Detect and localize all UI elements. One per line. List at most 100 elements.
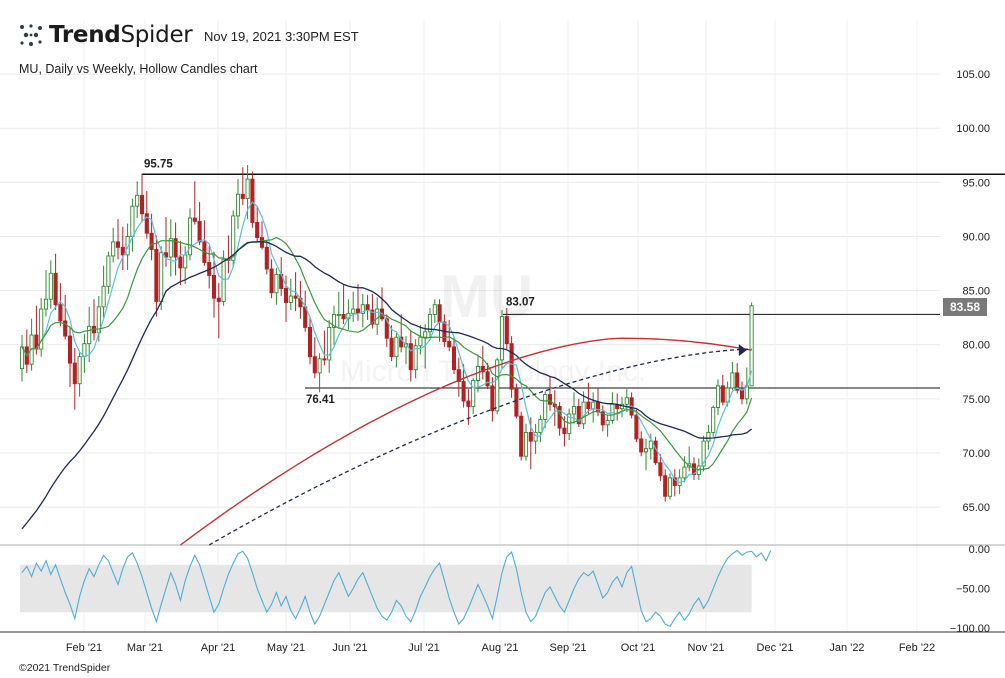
level-label: 83.07 [506,296,535,308]
candle-body [192,217,197,222]
candle-body [274,273,279,294]
oscillator-line [21,549,772,628]
level-label: 95.75 [144,158,173,170]
candle-body [317,358,322,374]
candle-body [77,356,82,385]
candle-body [591,401,596,410]
candle-body [375,308,380,325]
candle-body [43,298,49,310]
candle-body [557,405,562,429]
candle-body [283,288,289,303]
x-tick-label: Nov '21 [688,642,725,654]
y-tick-label: 70.00 [962,448,990,460]
candle-body [701,440,706,467]
candle-body [135,194,140,207]
watermark-symbol: MU [440,263,534,330]
candle-body [547,394,553,405]
candle-body [653,440,658,464]
candle-body [562,427,567,434]
candle-body [533,431,538,442]
candle-body [144,213,149,234]
candle-body [67,335,73,364]
candle-body [682,466,687,479]
candle-body [634,414,639,440]
candle-body [394,336,399,358]
candle-body [168,238,173,258]
candle-body [749,305,754,387]
trendspider-logo: TrendSpider [18,22,193,48]
candle-body [48,272,53,300]
ma-slow-line [21,241,753,530]
candle-body [125,236,130,256]
candle-body [39,308,44,350]
candle-body [365,304,370,311]
x-tick-label: Sep '21 [550,642,587,654]
candle-body [423,331,428,338]
weekly-ma-dashed-line [208,348,752,546]
candle-body [264,246,269,270]
candle-body [480,365,485,373]
candle-body [111,241,116,257]
candle-body [231,215,236,261]
y-tick-label: 85.00 [962,286,990,298]
logo-wordmark: TrendSpider [49,22,193,48]
candle-body [571,405,577,415]
copyright-text: ©2021 TrendSpider [19,662,111,674]
candle-body [336,313,341,316]
candle-body [159,252,164,302]
candle-body [235,193,241,217]
candle-body [427,313,433,333]
candle-body [643,448,649,453]
candle-body [327,326,332,361]
x-tick-label: Dec '21 [757,642,794,654]
candle-body [130,205,135,237]
y-tick-label: 100.00 [956,123,990,135]
candle-body [466,400,471,407]
candle-body [82,343,87,358]
y-tick-label: 75.00 [962,394,990,406]
candle-body [63,320,68,337]
candle-body [413,345,418,371]
x-tick-label: Oct '21 [621,642,656,654]
candle-body [178,256,183,269]
candle-body [715,385,721,408]
y-tick-label: 90.00 [962,231,990,243]
candle-body [509,343,514,390]
candle-body [53,272,58,306]
ma-200-line [179,337,752,546]
candle-body [667,477,673,497]
candle-body [149,232,154,250]
candle-body [216,297,221,302]
candle-body [399,336,404,348]
x-tick-label: Mar '21 [127,642,163,654]
candle-body [451,346,457,371]
candle-body [485,371,490,387]
osc-tick-label: −50.00 [956,584,990,596]
candle-body [586,401,591,410]
candle-body [331,313,337,328]
x-tick-label: Aug '21 [482,642,519,654]
candle-body [106,255,111,287]
level-label: 76.41 [306,394,335,406]
candle-body [600,411,605,426]
candle-body [360,304,365,314]
candle-body [514,388,519,417]
candle-body [711,407,716,433]
candle-body [538,418,543,433]
candle-body [183,254,188,269]
candle-body [639,438,644,453]
candle-body [576,405,581,425]
y-tick-label: 65.00 [962,502,990,514]
candle-body [624,397,629,405]
candle-body [658,462,663,477]
osc-tick-label: −100.00 [950,623,990,635]
x-tick-label: Feb '22 [899,642,935,654]
x-tick-label: Jul '21 [408,642,439,654]
watermark-company: Micron Technology Inc. [340,355,646,389]
candle-body [58,304,63,322]
osc-tick-label: 0.00 [969,544,990,556]
candle-body [101,285,106,308]
candle-body [120,246,125,256]
candle-body [504,316,509,345]
